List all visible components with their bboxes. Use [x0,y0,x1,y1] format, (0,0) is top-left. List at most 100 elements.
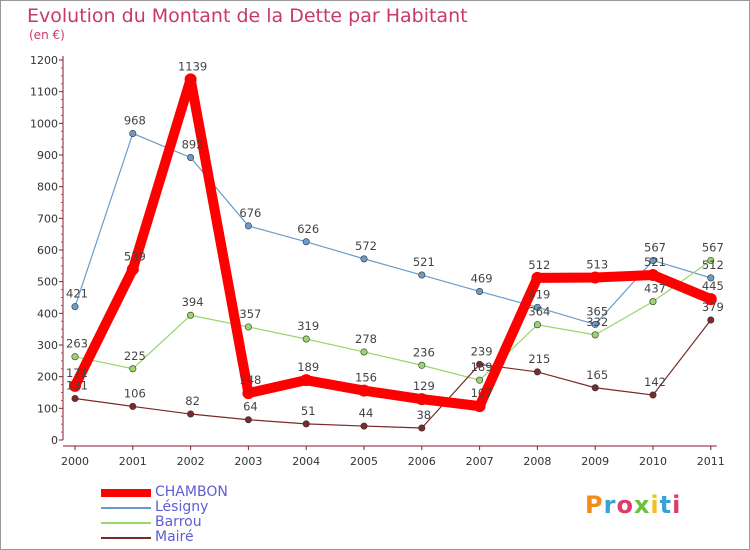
data-label-maire: 38 [416,408,431,422]
series-line-barrou [74,259,712,381]
y-tick-label: 200 [37,371,58,384]
x-tick-label: 2010 [639,455,667,468]
data-label-maire: 165 [586,368,608,382]
data-point-barrou [129,365,137,373]
data-label-chambon: 445 [702,279,724,293]
data-label-chambon: 1139 [178,59,207,73]
data-point-barrou [418,361,426,369]
data-point-barrou [360,348,368,356]
logo-letter: t [659,491,673,519]
data-label-chambon: 539 [124,249,146,263]
data-label-barrou: 278 [355,332,377,346]
legend-swatch [101,537,151,539]
x-tick-label: 2003 [234,455,262,468]
y-tick-label: 300 [37,339,58,352]
data-point-maire [71,395,79,403]
data-label-lesigny: 572 [355,239,377,253]
data-point-maire [591,384,599,392]
legend-swatch [101,522,151,524]
x-tick-label: 2005 [350,455,378,468]
data-point-maire [360,422,368,430]
data-label-chambon: 129 [413,379,435,393]
data-point-barrou [244,323,252,331]
data-point-barrou [533,321,541,329]
data-point-lesigny [533,303,541,311]
data-label-barrou: 567 [702,240,724,254]
legend-swatch [101,507,151,509]
data-label-chambon: 512 [528,258,550,272]
data-label-barrou: 236 [413,345,435,359]
data-point-barrou [707,256,715,264]
legend-swatch [101,489,151,497]
y-tick-label: 1200 [30,54,58,67]
data-point-lesigny [129,129,137,137]
y-tick-label: 700 [37,212,58,225]
data-label-barrou: 332 [586,315,608,329]
data-point-barrou [302,335,310,343]
data-label-lesigny: 676 [239,206,261,220]
data-point-chambon [69,379,81,392]
x-tick-label: 2004 [292,455,320,468]
data-label-maire: 239 [471,344,493,358]
data-point-chambon [531,271,544,284]
chart-unit: (en €) [29,28,65,42]
logo-letter: P [585,491,604,519]
y-tick-label: 400 [37,307,58,320]
chart-title: Evolution du Montant de la Dette par Hab… [27,5,468,27]
data-label-barrou: 394 [182,295,204,309]
data-label-maire: 82 [185,394,200,408]
data-label-barrou: 225 [124,349,146,363]
data-label-barrou: 319 [297,319,319,333]
x-tick-label: 2002 [177,455,205,468]
y-tick-label: 500 [37,276,58,289]
data-label-lesigny: 892 [182,138,204,152]
data-label-lesigny: 365 [586,304,608,318]
x-tick-label: 2007 [466,455,494,468]
data-point-lesigny [244,222,252,230]
data-label-maire: 64 [243,400,258,414]
data-label-lesigny: 968 [124,113,146,127]
data-point-lesigny [418,271,426,279]
data-point-lesigny [476,287,484,295]
series-line-lesigny [74,132,712,326]
data-point-barrou [649,298,657,306]
y-tick-label: 1100 [30,86,58,99]
data-label-lesigny: 512 [702,258,724,272]
x-tick-label: 2001 [119,455,147,468]
data-point-maire [187,410,195,418]
data-point-chambon [126,263,139,276]
data-point-barrou [71,353,79,361]
y-tick-label: 900 [37,149,58,162]
data-point-maire [707,316,715,324]
data-point-maire [476,360,484,368]
data-label-maire: 142 [644,375,666,389]
data-point-maire [244,416,252,424]
data-point-chambon [647,269,659,282]
data-label-maire: 44 [359,406,374,420]
data-label-chambon: 513 [586,258,608,272]
data-point-barrou [187,311,195,319]
x-tick-label: 2000 [61,455,89,468]
data-label-chambon: 521 [644,255,666,269]
data-point-lesigny [649,256,657,264]
data-label-maire: 106 [124,386,146,400]
data-label-maire: 131 [66,379,88,393]
data-label-maire: 51 [301,404,316,418]
data-label-barrou: 189 [471,360,493,374]
data-point-chambon [415,393,428,406]
series-line-chambon [70,74,716,412]
data-label-barrou: 437 [644,282,666,296]
data-label-lesigny: 419 [528,287,550,301]
data-label-barrou: 364 [528,305,550,319]
data-label-chambon: 107 [471,386,493,400]
y-tick-label: 800 [37,181,58,194]
logo-letter: x [633,491,651,519]
x-tick-label: 2011 [697,455,725,468]
y-tick-label: 100 [37,402,58,415]
y-tick-label: 1000 [30,117,58,130]
data-label-maire: 379 [702,300,724,314]
data-point-lesigny [707,274,715,282]
data-point-barrou [591,331,599,339]
